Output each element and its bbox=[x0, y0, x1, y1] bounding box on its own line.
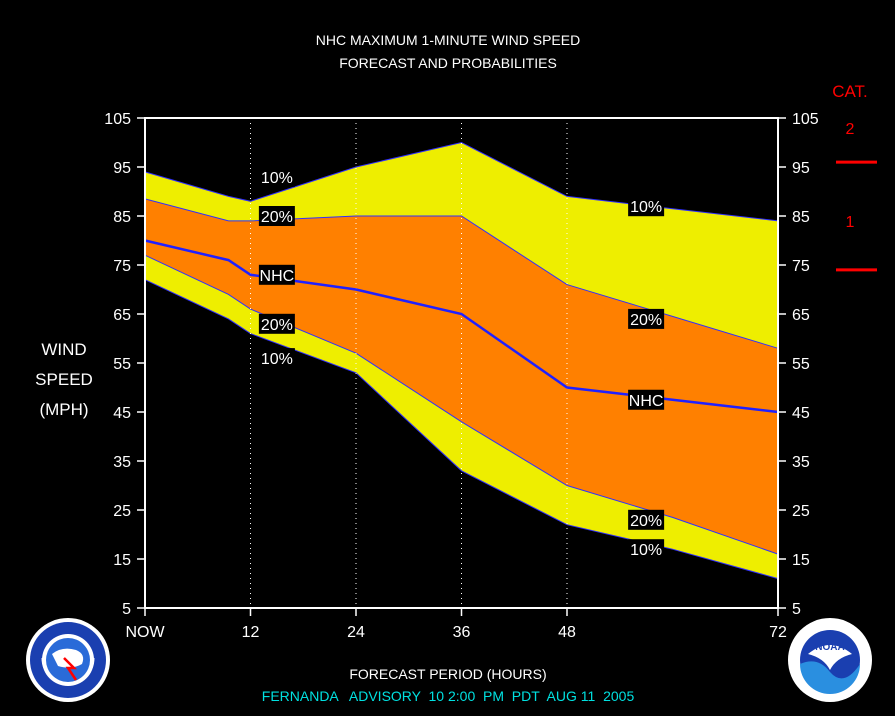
y-tick-label-right: 105 bbox=[792, 111, 819, 128]
y-tick-label-left: 25 bbox=[113, 503, 131, 520]
grid-lines bbox=[250, 118, 568, 608]
band-label-box bbox=[628, 539, 665, 560]
band-label-text: 20% bbox=[261, 209, 293, 226]
chart-subtitle: FORECAST AND PROBABILITIES bbox=[339, 55, 557, 71]
y-tick-label-right: 15 bbox=[792, 552, 810, 569]
band-label-box bbox=[258, 264, 295, 285]
y-tick-label-right: 55 bbox=[792, 356, 810, 373]
y-tick-label-left: 105 bbox=[104, 111, 131, 128]
band-label-text: NHC bbox=[260, 268, 295, 285]
band-label-box bbox=[258, 313, 295, 334]
band-label-box bbox=[628, 196, 665, 217]
y-axis-title-line-1: WIND bbox=[41, 340, 86, 359]
y-tick-label-right: 65 bbox=[792, 307, 810, 324]
y-tick-label-left: 35 bbox=[113, 454, 131, 471]
band-label: 20% bbox=[258, 313, 295, 334]
y-axis-title: WIND SPEED (MPH) bbox=[35, 340, 93, 419]
y-tick-label-left: 75 bbox=[113, 258, 131, 275]
y-tick-label-right: 5 bbox=[792, 601, 801, 618]
band-label-text: 20% bbox=[630, 312, 662, 329]
band-label: 20% bbox=[628, 509, 665, 530]
band-label: 20% bbox=[628, 308, 665, 329]
national-weather-service-logo bbox=[26, 618, 110, 702]
y-tick-label-left: 5 bbox=[122, 601, 131, 618]
noaa-logo: NOAA bbox=[788, 618, 872, 702]
band-label: 10% bbox=[258, 166, 295, 187]
category-scale-title: CAT. bbox=[832, 82, 868, 101]
y-tick-label-right: 75 bbox=[792, 258, 810, 275]
band-label-box bbox=[628, 509, 665, 530]
y-tick-label-right: 25 bbox=[792, 503, 810, 520]
band-label-text: 10% bbox=[630, 199, 662, 216]
band-label: NHC bbox=[628, 389, 665, 410]
band-label-text: 20% bbox=[630, 513, 662, 530]
y-axis-title-line-3: (MPH) bbox=[39, 400, 88, 419]
band-label-text: 20% bbox=[261, 317, 293, 334]
band-label-box bbox=[628, 389, 665, 410]
advisory-text: FERNANDA ADVISORY 10 2:00 PM PDT AUG 11 … bbox=[262, 688, 635, 704]
band-label: 10% bbox=[258, 348, 295, 369]
band-area-1 bbox=[145, 198, 778, 555]
y-axis-right: 5 15 25 35 45 55 65 75 85 95 105 bbox=[778, 111, 819, 618]
y-tick-label-left: 45 bbox=[113, 405, 131, 422]
band-label: 10% bbox=[628, 196, 665, 217]
y-axis-left: 5 15 25 35 45 55 65 75 85 95 105 bbox=[104, 111, 145, 618]
noaa-logo-lettering: NOAA bbox=[815, 642, 844, 653]
band-label: NHC bbox=[258, 264, 295, 285]
x-tick-label: 24 bbox=[347, 624, 365, 641]
band-label-box bbox=[258, 166, 295, 187]
band-labels: 10% 20% NHC 20% 10% 10% 20% NHC 20% 10% bbox=[258, 166, 665, 560]
x-tick-label: 36 bbox=[453, 624, 471, 641]
x-tick-label: 48 bbox=[558, 624, 576, 641]
y-tick-label-left: 95 bbox=[113, 160, 131, 177]
y-tick-label-left: 55 bbox=[113, 356, 131, 373]
y-tick-label-right: 95 bbox=[792, 160, 810, 177]
band-label: 20% bbox=[258, 206, 295, 226]
band-label-text: NHC bbox=[629, 393, 664, 410]
y-tick-label-left: 15 bbox=[113, 552, 131, 569]
band-label-text: 10% bbox=[630, 542, 662, 559]
band-label-box bbox=[628, 308, 665, 329]
x-axis-title: FORECAST PERIOD (HOURS) bbox=[349, 666, 546, 682]
y-tick-label-right: 85 bbox=[792, 209, 810, 226]
band-label-text: 10% bbox=[261, 170, 293, 187]
band-label: 10% bbox=[628, 539, 665, 560]
band-label-box bbox=[258, 348, 295, 369]
y-tick-label-left: 85 bbox=[113, 209, 131, 226]
y-axis-title-line-2: SPEED bbox=[35, 370, 93, 389]
x-axis: NOW 12 24 36 48 72 bbox=[125, 608, 787, 641]
category-label: 1 bbox=[846, 214, 855, 231]
y-tick-label-left: 65 bbox=[113, 307, 131, 324]
band-label-box bbox=[258, 206, 295, 226]
plot-area: 10% 20% NHC 20% 10% 10% 20% NHC 20% 10% bbox=[144, 117, 779, 609]
y-tick-label-right: 35 bbox=[792, 454, 810, 471]
band-label-text: 10% bbox=[261, 351, 293, 368]
x-tick-label: 12 bbox=[242, 624, 260, 641]
chart-title: NHC MAXIMUM 1-MINUTE WIND SPEED bbox=[316, 32, 580, 48]
x-tick-label: 72 bbox=[769, 624, 787, 641]
y-tick-label-right: 45 bbox=[792, 405, 810, 422]
category-scale: CAT. 2 1 bbox=[832, 82, 877, 272]
category-label: 2 bbox=[846, 121, 855, 138]
x-tick-label: NOW bbox=[125, 624, 165, 641]
